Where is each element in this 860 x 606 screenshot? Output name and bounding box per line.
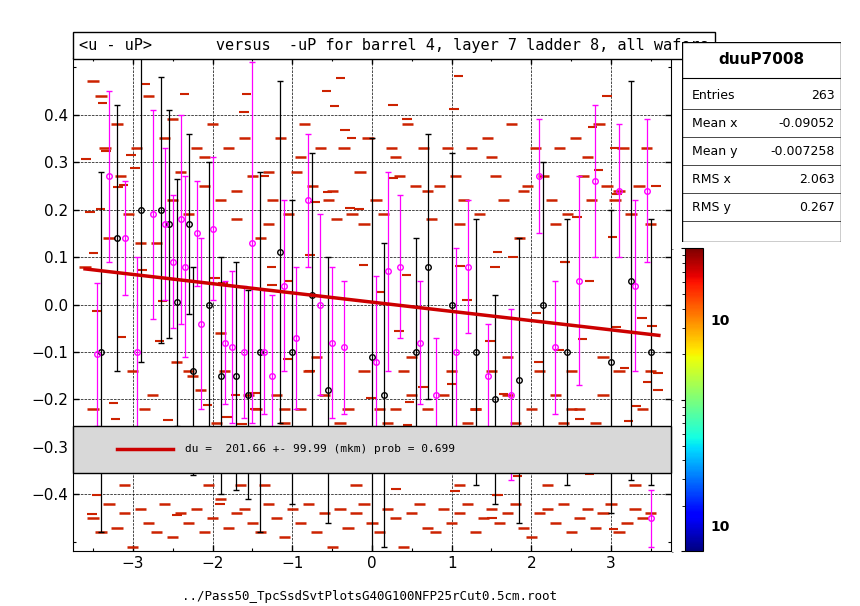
Text: 10: 10 [710, 314, 730, 328]
Text: <u - uP>       versus  -uP for barrel 4, layer 7 ladder 8, all wafers: <u - uP> versus -uP for barrel 4, layer … [79, 38, 709, 53]
Text: duuP7008: duuP7008 [718, 52, 805, 67]
Text: Mean y: Mean y [691, 145, 737, 158]
Text: 0.267: 0.267 [799, 201, 835, 214]
Text: Entries: Entries [691, 89, 735, 102]
Text: -0.007258: -0.007258 [771, 145, 835, 158]
Text: 263: 263 [811, 89, 835, 102]
Text: ../Pass50_TpcSsdSvtPlotsG40G100NFP25rCut0.5cm.root: ../Pass50_TpcSsdSvtPlotsG40G100NFP25rCut… [182, 590, 557, 603]
Text: -0.09052: -0.09052 [778, 117, 835, 130]
Bar [73, 425, 671, 473]
Text: 10: 10 [710, 520, 730, 534]
FancyBboxPatch shape [682, 42, 841, 242]
Text: RMS x: RMS x [691, 173, 730, 186]
Text: 2.063: 2.063 [799, 173, 835, 186]
Text: Mean x: Mean x [691, 117, 737, 130]
Text: du =  201.66 +- 99.99 (mkm) prob = 0.699: du = 201.66 +- 99.99 (mkm) prob = 0.699 [185, 444, 455, 454]
Text: RMS y: RMS y [691, 201, 730, 214]
